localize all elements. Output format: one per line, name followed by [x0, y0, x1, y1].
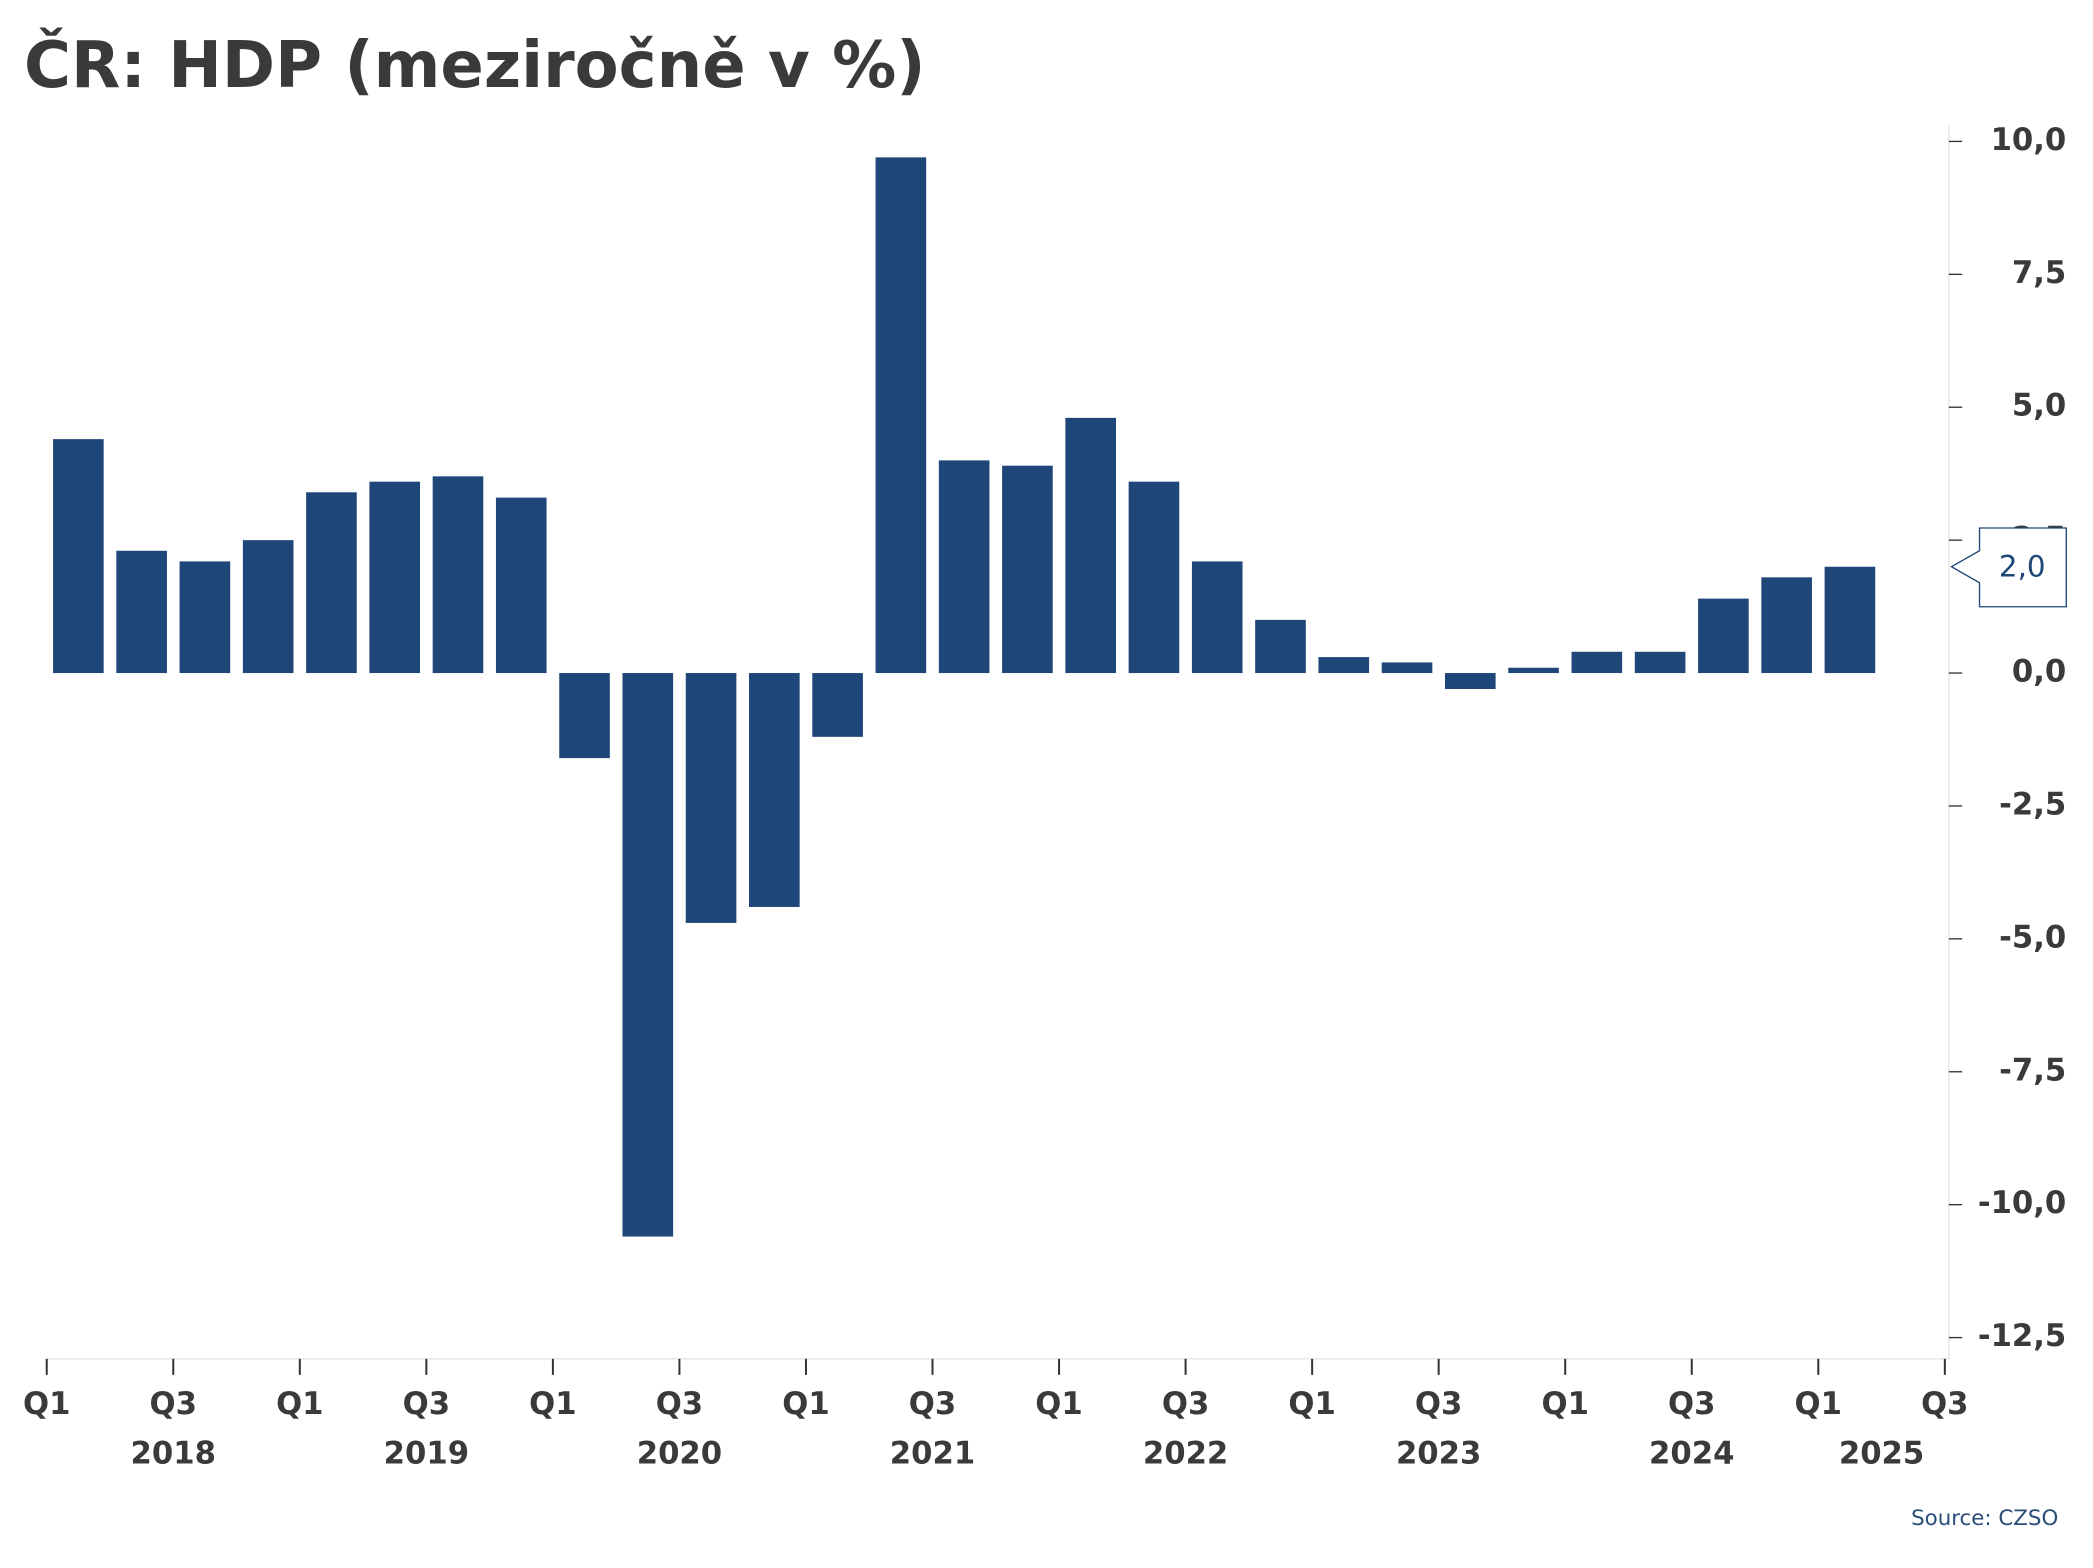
y-tick-label: 10,0 — [1991, 123, 2067, 158]
year-label: 2021 — [890, 1436, 975, 1471]
bar — [495, 497, 547, 674]
bar — [53, 439, 104, 674]
year-label: 2025 — [1839, 1436, 1924, 1471]
bar — [432, 476, 484, 674]
year-label: 2023 — [1396, 1436, 1481, 1471]
bar — [1065, 417, 1116, 674]
x-tick-label: Q3 — [403, 1387, 450, 1422]
bar — [749, 673, 800, 907]
x-tick-label: Q1 — [23, 1387, 70, 1422]
x-tick-label: Q3 — [656, 1387, 703, 1422]
bar — [622, 673, 674, 1237]
bar — [1508, 667, 1559, 674]
source: Source: CZSO — [1911, 1506, 2058, 1531]
x-tick-label: Q1 — [276, 1387, 323, 1422]
bar — [875, 157, 927, 674]
bar — [1761, 577, 1812, 674]
bar — [812, 673, 863, 737]
bar — [938, 460, 990, 674]
bar — [1824, 566, 1876, 674]
x-tick-label: Q3 — [1415, 1387, 1462, 1422]
x-tick-label: Q1 — [1795, 1387, 1842, 1422]
bar — [1191, 561, 1243, 674]
x-tick-label: Q1 — [1541, 1387, 1588, 1422]
x-tick-label: Q1 — [1288, 1387, 1335, 1422]
bar — [1698, 598, 1749, 674]
x-tick-label: Q3 — [1668, 1387, 1715, 1422]
y-tick-label: 7,5 — [2012, 256, 2066, 291]
y-tick-label: -12,5 — [1978, 1319, 2066, 1354]
bar — [1255, 619, 1306, 674]
year-label: 2019 — [384, 1436, 469, 1471]
x-tick-label: Q3 — [1162, 1387, 1209, 1422]
year-label: 2018 — [131, 1436, 216, 1471]
x-tick-label: Q1 — [1035, 1387, 1082, 1422]
bar — [1634, 651, 1686, 674]
bar — [1002, 465, 1053, 674]
y-tick-label: -10,0 — [1978, 1186, 2066, 1221]
x-tick-label: Q1 — [782, 1387, 829, 1422]
value-label: 2,0 — [1999, 550, 2046, 584]
chart-title: ČR: HDP (meziročně v %) — [24, 27, 926, 103]
bar — [242, 540, 294, 674]
bar — [559, 673, 610, 759]
y-tick-label: 5,0 — [2012, 389, 2066, 424]
bar — [306, 492, 357, 674]
year-label: 2020 — [637, 1436, 722, 1471]
callout-box — [1950, 527, 2067, 608]
x-tick-label: Q3 — [1921, 1387, 1968, 1422]
x-tick-label: Q3 — [150, 1387, 197, 1422]
bar — [685, 673, 737, 923]
bar — [1571, 651, 1623, 674]
x-tick-label: Q3 — [909, 1387, 956, 1422]
x-tick-label: Q1 — [529, 1387, 576, 1422]
bar — [1318, 657, 1370, 674]
year-label: 2022 — [1143, 1436, 1228, 1471]
y-tick-label: -2,5 — [1999, 787, 2066, 822]
y-tick-label: -5,0 — [1999, 920, 2066, 955]
year-label: 2024 — [1649, 1436, 1734, 1471]
y-tick-label: 0,0 — [2012, 655, 2066, 690]
bar — [116, 550, 167, 674]
y-tick-label: -7,5 — [1999, 1053, 2066, 1088]
bar — [1128, 481, 1180, 674]
bar — [369, 481, 421, 674]
bar — [1444, 673, 1496, 689]
bar — [179, 561, 231, 674]
bar — [1381, 662, 1433, 674]
